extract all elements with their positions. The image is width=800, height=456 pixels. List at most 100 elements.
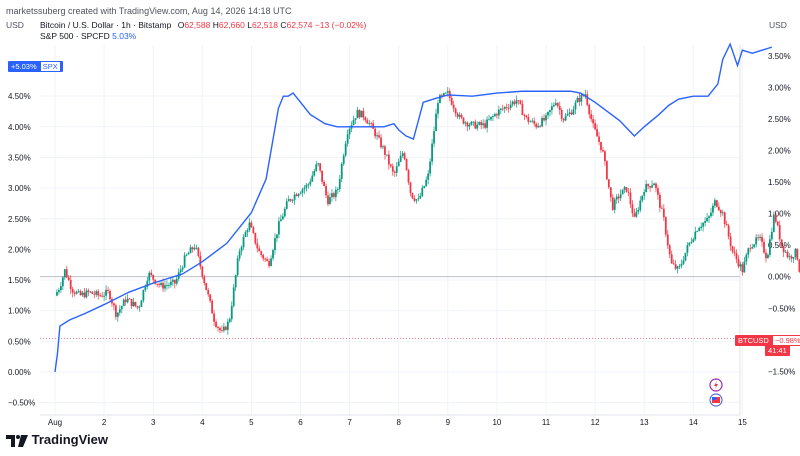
candle-body: [116, 312, 119, 317]
candle-body: [444, 92, 447, 94]
candle-body: [156, 283, 159, 285]
candle-body: [564, 115, 567, 121]
compare-legend[interactable]: S&P 500 · SPCFD 5.03%: [40, 31, 136, 41]
close-value: 62,574: [286, 20, 313, 30]
time-axis-tick: 6: [298, 418, 303, 427]
candle-body: [688, 242, 691, 246]
candle-body: [645, 184, 648, 193]
candle-body: [362, 110, 365, 118]
candle-body: [435, 113, 437, 132]
candle-body: [173, 279, 176, 284]
candle-body: [521, 103, 524, 116]
candle-body: [274, 238, 276, 251]
candle-body: [327, 195, 329, 205]
candle-body: [374, 128, 377, 137]
candle-body: [684, 252, 687, 261]
candle-body: [99, 295, 102, 297]
candle-body: [539, 125, 542, 127]
candle-body: [714, 200, 716, 206]
candle-body: [262, 254, 265, 259]
candle-body: [384, 146, 386, 155]
candle-body: [525, 115, 528, 118]
candle-body: [266, 259, 269, 261]
candle-body: [604, 151, 606, 162]
candle-body: [482, 123, 485, 126]
candle-body: [592, 119, 595, 124]
candle-body: [641, 195, 644, 201]
candle-body: [704, 221, 706, 223]
right-axis-tick: 0.50%: [768, 241, 791, 250]
candle-body: [138, 306, 141, 308]
spx-series-line[interactable]: [54, 42, 773, 373]
candle-body: [252, 227, 255, 233]
candle-body: [372, 123, 375, 129]
candle-body: [103, 295, 105, 297]
candle-body: [537, 125, 540, 128]
candle-body: [250, 222, 253, 228]
tradingview-brand[interactable]: TradingView: [6, 432, 108, 447]
candle-body: [97, 291, 100, 296]
candle-body: [660, 207, 663, 209]
time-axis-tick: 3: [151, 418, 156, 427]
candle-body: [450, 97, 453, 105]
candle-body: [552, 104, 555, 107]
candle-body: [134, 301, 137, 307]
candle-body: [460, 114, 463, 118]
candle-body: [315, 164, 318, 171]
candle-body: [279, 219, 282, 222]
candle-body: [217, 326, 219, 328]
candle-body: [242, 236, 245, 248]
candle-body: [527, 117, 530, 122]
candle-body: [272, 250, 274, 259]
candle-body: [719, 210, 722, 214]
candle-body: [615, 196, 618, 200]
candle-body: [772, 214, 775, 232]
candle-body: [376, 135, 378, 137]
low-value: 62,518: [251, 20, 278, 30]
candle-body: [698, 227, 701, 232]
candle-body: [211, 300, 214, 314]
candle-body: [287, 199, 290, 202]
symbol-title[interactable]: Bitcoin / U.S. Dollar · 1h · Bitstamp: [40, 20, 172, 30]
candle-body: [260, 251, 263, 255]
candle-body: [386, 154, 388, 156]
candle-body: [499, 108, 502, 110]
candle-body: [511, 101, 514, 105]
candle-body: [456, 113, 459, 117]
candle-body: [411, 192, 414, 199]
candle-body: [655, 183, 657, 189]
candle-body: [547, 112, 549, 116]
candle-body: [613, 199, 616, 210]
candle-body: [739, 264, 742, 267]
candle-body: [183, 255, 186, 268]
candle-body: [293, 194, 296, 201]
candle-body: [761, 236, 763, 242]
candle-body: [765, 252, 767, 259]
candle-body: [207, 289, 210, 295]
candle-body: [757, 237, 760, 239]
right-axis-tick: 1.50%: [768, 178, 791, 187]
right-axis-tick: 3.00%: [768, 83, 791, 92]
candle-body: [513, 101, 516, 104]
candle-body: [767, 254, 769, 259]
candle-body: [63, 269, 66, 278]
spx-badge[interactable]: +5.03% SPX: [8, 61, 63, 72]
candle-body: [387, 154, 390, 165]
event-icons[interactable]: [706, 378, 726, 408]
candle-body: [602, 149, 604, 152]
candle-body: [609, 187, 612, 198]
candle-body: [81, 292, 84, 295]
candle-body: [409, 182, 412, 193]
candle-body: [403, 153, 406, 160]
btc-badge[interactable]: BTCUSD −0.98%: [735, 335, 800, 346]
tradingview-logo-icon: [6, 434, 28, 447]
time-axis-tick: 10: [492, 418, 501, 427]
candle-body: [554, 103, 557, 105]
candle-body: [715, 200, 718, 207]
candle-body: [413, 198, 416, 201]
candle-body: [189, 247, 192, 254]
candle-body: [541, 117, 543, 127]
candle-body: [550, 106, 553, 111]
candle-body: [523, 115, 526, 116]
